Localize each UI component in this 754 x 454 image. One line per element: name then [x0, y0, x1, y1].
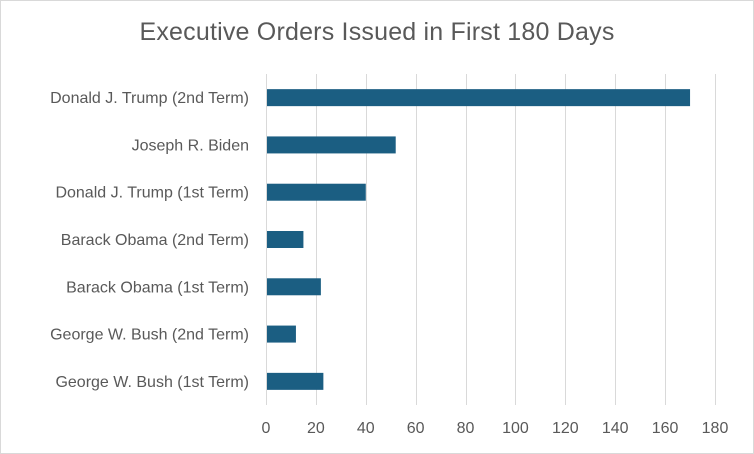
chart-title: Executive Orders Issued in First 180 Day… [139, 18, 615, 46]
x-tick-label: 60 [407, 420, 425, 437]
bar [267, 231, 304, 248]
bar [267, 325, 296, 343]
x-tick-label: 100 [502, 420, 529, 437]
x-tick-label: 0 [262, 420, 271, 437]
bar [267, 372, 324, 390]
category-labels: Donald J. Trump (2nd Term) Joseph R. Bide… [50, 90, 249, 391]
bar [267, 278, 321, 296]
category-label: Barack Obama (2nd Term) [61, 232, 249, 249]
x-tick-label: 40 [357, 420, 375, 437]
x-tick-label: 120 [552, 420, 579, 437]
category-label: George W. Bush (1st Term) [55, 374, 249, 391]
bar [267, 183, 366, 201]
category-label: Donald J. Trump (2nd Term) [50, 90, 249, 107]
x-tick-label: 80 [457, 420, 475, 437]
bar [267, 136, 396, 154]
x-tick-label: 160 [652, 420, 679, 437]
x-tick-label: 180 [702, 420, 729, 437]
category-label: George W. Bush (2nd Term) [50, 327, 249, 344]
bar-layer [267, 89, 691, 390]
grid-layer [266, 74, 716, 405]
x-tick-label: 140 [602, 420, 629, 437]
x-tick-label: 20 [307, 420, 325, 437]
category-label: Donald J. Trump (1st Term) [55, 185, 249, 202]
x-axis-tick-labels: 0 20 40 60 80 100 120 140 160 180 [262, 420, 729, 437]
category-label: Barack Obama (1st Term) [66, 279, 249, 296]
bar [267, 89, 691, 107]
category-label: Joseph R. Biden [132, 137, 249, 154]
